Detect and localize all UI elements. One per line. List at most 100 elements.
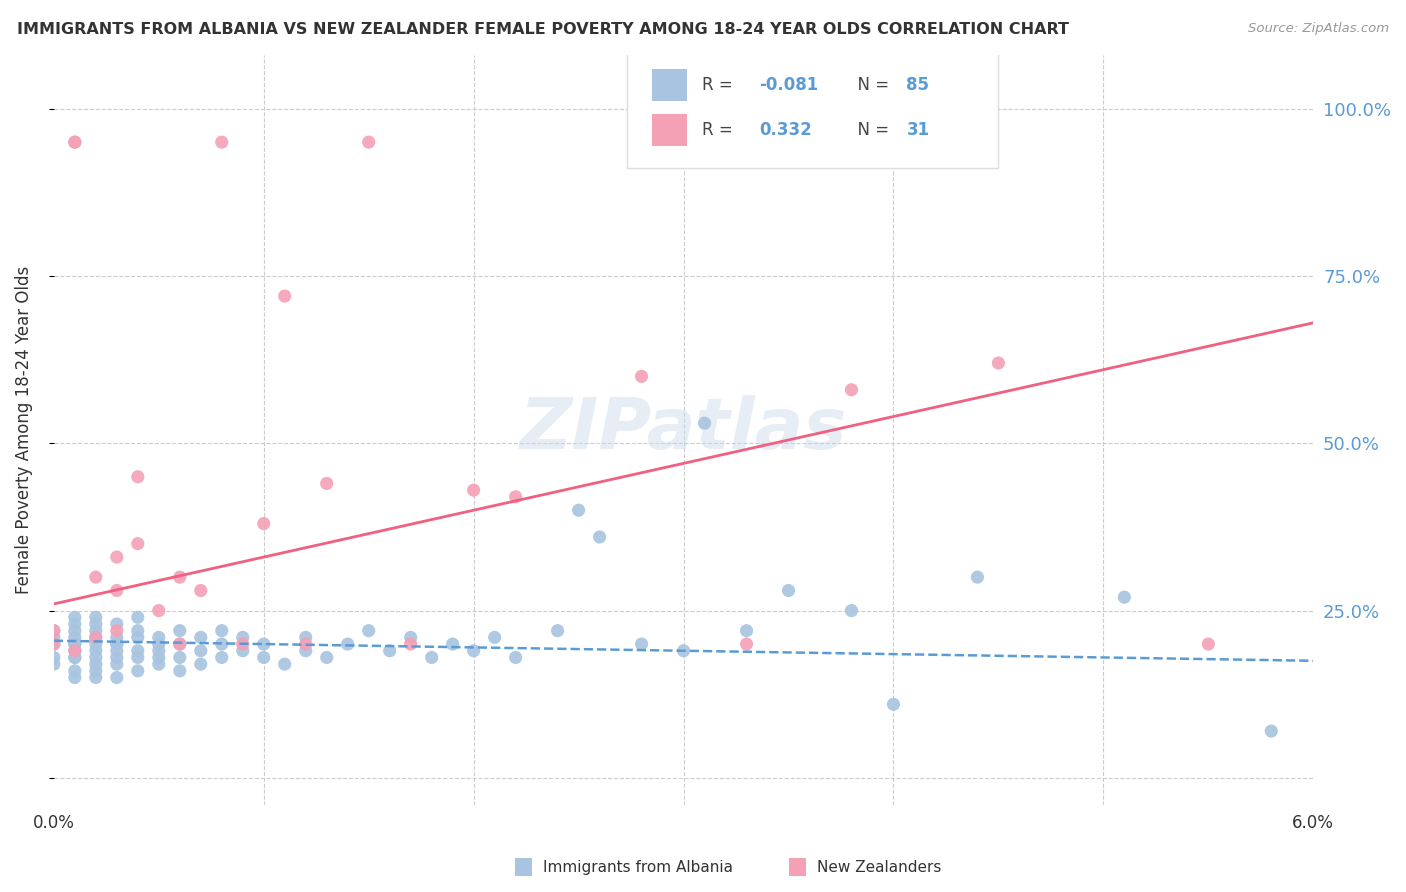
Point	[882, 698, 904, 712]
Point	[63, 671, 86, 685]
Point	[315, 650, 337, 665]
Point	[211, 637, 233, 651]
Point	[63, 610, 86, 624]
Text: 0.332: 0.332	[759, 121, 811, 139]
Text: N =: N =	[848, 76, 894, 95]
Point	[105, 617, 128, 632]
Point	[987, 356, 1010, 370]
Point	[42, 637, 65, 651]
Point	[357, 135, 380, 149]
Point	[399, 637, 422, 651]
Point	[84, 657, 107, 672]
Point	[84, 570, 107, 584]
Point	[484, 631, 506, 645]
Text: New Zealanders: New Zealanders	[817, 860, 942, 874]
Point	[420, 650, 443, 665]
Point	[211, 135, 233, 149]
Point	[568, 503, 591, 517]
Point	[84, 631, 107, 645]
Point	[1260, 724, 1282, 739]
Point	[547, 624, 569, 638]
Point	[105, 650, 128, 665]
Point	[253, 637, 276, 651]
Point	[211, 624, 233, 638]
Point	[127, 650, 149, 665]
Point	[841, 604, 863, 618]
Point	[42, 631, 65, 645]
Point	[357, 624, 380, 638]
Point	[105, 671, 128, 685]
Point	[84, 671, 107, 685]
Point	[105, 644, 128, 658]
Point	[84, 610, 107, 624]
Point	[84, 644, 107, 658]
Point	[42, 657, 65, 672]
FancyBboxPatch shape	[652, 70, 688, 101]
Point	[42, 650, 65, 665]
Point	[735, 637, 758, 651]
Point	[190, 657, 212, 672]
Point	[966, 570, 988, 584]
Point	[63, 664, 86, 678]
Point	[84, 650, 107, 665]
Text: N =: N =	[848, 121, 894, 139]
Point	[63, 650, 86, 665]
Point	[84, 664, 107, 678]
Point	[105, 637, 128, 651]
Point	[63, 631, 86, 645]
Point	[148, 650, 170, 665]
Point	[211, 650, 233, 665]
Point	[127, 631, 149, 645]
Point	[169, 664, 191, 678]
Point	[1197, 637, 1219, 651]
Point	[232, 631, 254, 645]
Point	[127, 664, 149, 678]
Point	[169, 637, 191, 651]
Point	[294, 631, 316, 645]
FancyBboxPatch shape	[627, 52, 998, 168]
Point	[105, 631, 128, 645]
Point	[232, 644, 254, 658]
Point	[63, 644, 86, 658]
Point	[630, 369, 652, 384]
Point	[294, 637, 316, 651]
Point	[63, 617, 86, 632]
Point	[84, 637, 107, 651]
Point	[148, 637, 170, 651]
Point	[148, 631, 170, 645]
Point	[778, 583, 800, 598]
Point	[127, 610, 149, 624]
Point	[63, 637, 86, 651]
Point	[1114, 591, 1136, 605]
Point	[63, 650, 86, 665]
Point	[63, 135, 86, 149]
Point	[253, 650, 276, 665]
Text: IMMIGRANTS FROM ALBANIA VS NEW ZEALANDER FEMALE POVERTY AMONG 18-24 YEAR OLDS CO: IMMIGRANTS FROM ALBANIA VS NEW ZEALANDER…	[17, 22, 1069, 37]
Point	[274, 289, 297, 303]
Text: Source: ZipAtlas.com: Source: ZipAtlas.com	[1249, 22, 1389, 36]
Point	[169, 650, 191, 665]
Point	[63, 624, 86, 638]
Point	[169, 624, 191, 638]
Point	[588, 530, 610, 544]
Point	[672, 644, 695, 658]
Point	[84, 617, 107, 632]
Point	[105, 583, 128, 598]
Point	[463, 483, 485, 497]
Point	[505, 650, 527, 665]
Text: R =: R =	[703, 121, 744, 139]
Point	[190, 631, 212, 645]
Point	[253, 516, 276, 531]
Point	[841, 383, 863, 397]
Point	[148, 644, 170, 658]
Point	[378, 644, 401, 658]
Point	[315, 476, 337, 491]
Y-axis label: Female Poverty Among 18-24 Year Olds: Female Poverty Among 18-24 Year Olds	[15, 266, 32, 594]
Point	[127, 624, 149, 638]
Point	[127, 469, 149, 483]
Point	[63, 644, 86, 658]
Point	[274, 657, 297, 672]
Point	[148, 604, 170, 618]
Point	[127, 537, 149, 551]
Point	[169, 637, 191, 651]
